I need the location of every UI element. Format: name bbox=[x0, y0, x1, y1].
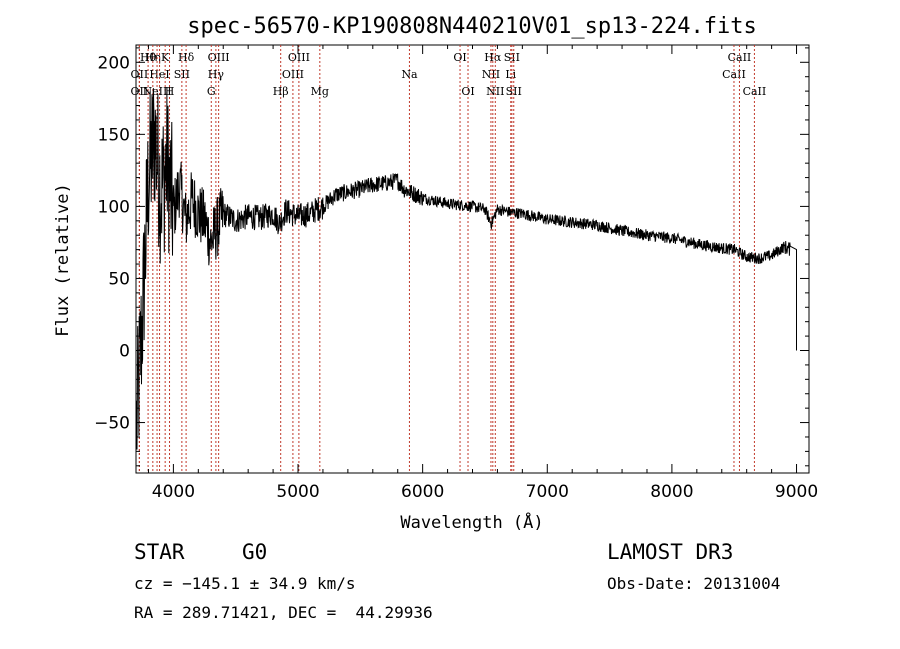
spectral-line-label: OI bbox=[453, 51, 466, 64]
chart-title: spec-56570-KP190808N440210V01_sp13-224.f… bbox=[187, 14, 757, 39]
spectral-line-label: OIII bbox=[208, 51, 230, 64]
y-tick-label: 100 bbox=[98, 197, 130, 217]
spectral-line-label: K bbox=[161, 51, 170, 64]
redshift-cz: cz = −145.1 ± 34.9 km/s bbox=[134, 574, 356, 593]
spectral-line-label: Na bbox=[401, 68, 418, 81]
y-tick-label: 200 bbox=[98, 53, 130, 73]
spectral-line-label: NII bbox=[486, 85, 504, 98]
x-axis-label: Wavelength (Å) bbox=[400, 511, 543, 533]
plot-frame bbox=[135, 44, 810, 474]
spectral-line-label: SII bbox=[506, 85, 522, 98]
x-tick-label: 5000 bbox=[276, 482, 319, 502]
y-axis-label: Flux (relative) bbox=[53, 183, 73, 337]
spectral-line-label: CaII bbox=[743, 85, 767, 98]
y-tick-label: 0 bbox=[119, 342, 130, 362]
spectral-line-label: Hβ bbox=[273, 85, 289, 98]
spectral-line-label: NII bbox=[482, 68, 500, 81]
axes: 4000 5000 6000 7000 8000 9000 −50 0 50 100 150 200 bbox=[94, 45, 818, 502]
x-tick-label: 4000 bbox=[152, 482, 195, 502]
spectral-line-label: CaII bbox=[722, 68, 746, 81]
spectral-line-label: G bbox=[207, 85, 216, 98]
spectral-line-label: CaII bbox=[728, 51, 752, 64]
spectral-line-label: SII bbox=[504, 51, 520, 64]
spectral-line-label: Hη bbox=[145, 51, 161, 64]
spectral-line-markers: HθHηHeIKHHδOIIOIINeIIISIIGHγOIIIHβOIIIOI… bbox=[131, 45, 767, 473]
spectral-line-label: H bbox=[165, 85, 175, 98]
spectral-line-label: Hγ bbox=[208, 68, 225, 81]
spectral-line-label: SII bbox=[174, 68, 190, 81]
spectral-line-label: OIII bbox=[288, 51, 310, 64]
object-class: STAR bbox=[134, 540, 185, 564]
spectral-line-label: OIII bbox=[282, 68, 304, 81]
spectrum-series bbox=[136, 88, 797, 450]
ra-dec: RA = 289.71421, DEC = 44.29936 bbox=[134, 603, 433, 622]
spectral-line-label: OI bbox=[461, 85, 474, 98]
object-subclass: G0 bbox=[242, 540, 268, 564]
spectrum-line bbox=[136, 88, 797, 450]
x-tick-label: 7000 bbox=[526, 482, 569, 502]
observation-date: Obs-Date: 20131004 bbox=[607, 574, 781, 593]
y-tick-label: 150 bbox=[98, 125, 130, 145]
spectral-line-label: Mg bbox=[311, 85, 329, 98]
spectral-line-label: HeI bbox=[149, 68, 169, 81]
spectral-line-label: Li bbox=[505, 68, 516, 81]
spectral-line-label: Hδ bbox=[178, 51, 195, 64]
spectral-line-label: Hα bbox=[484, 51, 502, 64]
x-tick-label: 8000 bbox=[650, 482, 693, 502]
y-tick-label: −50 bbox=[94, 414, 130, 434]
x-tick-label: 6000 bbox=[401, 482, 444, 502]
survey-name: LAMOST DR3 bbox=[607, 540, 734, 564]
y-tick-label: 50 bbox=[108, 269, 130, 289]
x-tick-label: 9000 bbox=[775, 482, 818, 502]
